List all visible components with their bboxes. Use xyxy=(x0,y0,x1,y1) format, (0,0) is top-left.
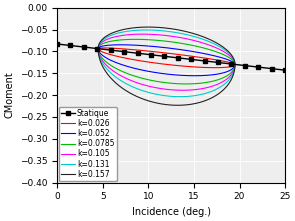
k=0.052 xyxy=(119,44,123,46)
Statique xyxy=(163,55,166,58)
k=0.0785 xyxy=(221,77,224,79)
k=0.026 xyxy=(96,47,100,50)
Statique xyxy=(270,67,273,70)
k=0.026 xyxy=(96,47,100,50)
k=0.105 xyxy=(125,77,128,80)
k=0.157 xyxy=(147,26,150,28)
Line: k=0.105: k=0.105 xyxy=(98,34,235,90)
k=0.131 xyxy=(125,83,128,85)
k=0.105 xyxy=(106,66,110,68)
k=0.131 xyxy=(106,69,110,72)
k=0.105 xyxy=(181,89,185,91)
Statique xyxy=(82,46,86,48)
k=0.157 xyxy=(96,47,100,50)
k=0.026 xyxy=(222,66,225,69)
Line: k=0.131: k=0.131 xyxy=(98,30,235,97)
Statique xyxy=(136,52,139,55)
k=0.052 xyxy=(194,74,197,77)
k=0.105 xyxy=(96,47,100,50)
k=0.026 xyxy=(216,66,220,69)
k=0.052 xyxy=(221,72,224,74)
k=0.026 xyxy=(96,47,100,50)
k=0.157 xyxy=(125,90,128,92)
Line: Statique: Statique xyxy=(55,42,287,72)
Statique xyxy=(243,64,247,67)
Line: k=0.0785: k=0.0785 xyxy=(98,39,235,84)
k=0.157 xyxy=(96,47,100,50)
k=0.052 xyxy=(216,73,220,75)
k=0.0785 xyxy=(106,62,110,65)
k=0.052 xyxy=(96,47,100,50)
k=0.052 xyxy=(222,72,225,74)
k=0.157 xyxy=(222,89,225,91)
Line: k=0.157: k=0.157 xyxy=(98,27,235,105)
Statique xyxy=(96,47,99,50)
Legend: Statique, k=0.026, k=0.052, k=0.0785, k=0.105, k=0.131, k=0.157: Statique, k=0.026, k=0.052, k=0.0785, k=… xyxy=(59,107,117,181)
k=0.0785 xyxy=(96,47,100,50)
k=0.052 xyxy=(106,58,110,60)
k=0.157 xyxy=(106,74,110,76)
k=0.0785 xyxy=(184,83,188,85)
k=0.026 xyxy=(106,53,110,55)
Line: k=0.026: k=0.026 xyxy=(98,48,235,68)
k=0.0785 xyxy=(125,72,128,75)
k=0.026 xyxy=(213,66,217,69)
k=0.026 xyxy=(221,66,224,69)
Statique xyxy=(149,53,153,56)
Statique xyxy=(55,43,59,45)
k=0.105 xyxy=(216,83,220,85)
k=0.105 xyxy=(222,80,225,83)
Y-axis label: CMoment: CMoment xyxy=(4,72,14,118)
k=0.131 xyxy=(221,84,224,87)
k=0.0785 xyxy=(222,76,225,79)
Statique xyxy=(283,69,287,72)
Line: k=0.052: k=0.052 xyxy=(98,45,235,76)
Statique xyxy=(189,58,193,61)
k=0.157 xyxy=(96,47,100,50)
X-axis label: Incidence (deg.): Incidence (deg.) xyxy=(132,207,211,217)
k=0.131 xyxy=(216,87,220,90)
k=0.105 xyxy=(96,47,100,50)
k=0.105 xyxy=(140,33,144,35)
k=0.0785 xyxy=(96,47,100,50)
k=0.157 xyxy=(176,104,179,107)
Statique xyxy=(203,60,206,62)
k=0.105 xyxy=(221,80,224,83)
k=0.052 xyxy=(96,47,100,50)
Statique xyxy=(122,50,126,53)
Statique xyxy=(257,66,260,69)
k=0.131 xyxy=(178,95,182,98)
k=0.052 xyxy=(96,47,100,50)
Statique xyxy=(176,57,180,59)
k=0.131 xyxy=(222,84,225,86)
k=0.0785 xyxy=(216,78,220,81)
k=0.157 xyxy=(216,93,220,95)
k=0.0785 xyxy=(134,38,137,41)
Statique xyxy=(109,49,112,51)
k=0.052 xyxy=(125,65,128,67)
k=0.131 xyxy=(144,29,148,31)
k=0.131 xyxy=(96,47,100,50)
k=0.026 xyxy=(102,47,106,49)
k=0.131 xyxy=(96,47,100,50)
Statique xyxy=(216,61,220,64)
k=0.105 xyxy=(96,47,100,50)
k=0.157 xyxy=(221,89,224,92)
k=0.026 xyxy=(125,57,128,60)
Statique xyxy=(230,63,233,65)
k=0.0785 xyxy=(96,47,100,50)
k=0.131 xyxy=(96,47,100,50)
Statique xyxy=(69,44,72,47)
